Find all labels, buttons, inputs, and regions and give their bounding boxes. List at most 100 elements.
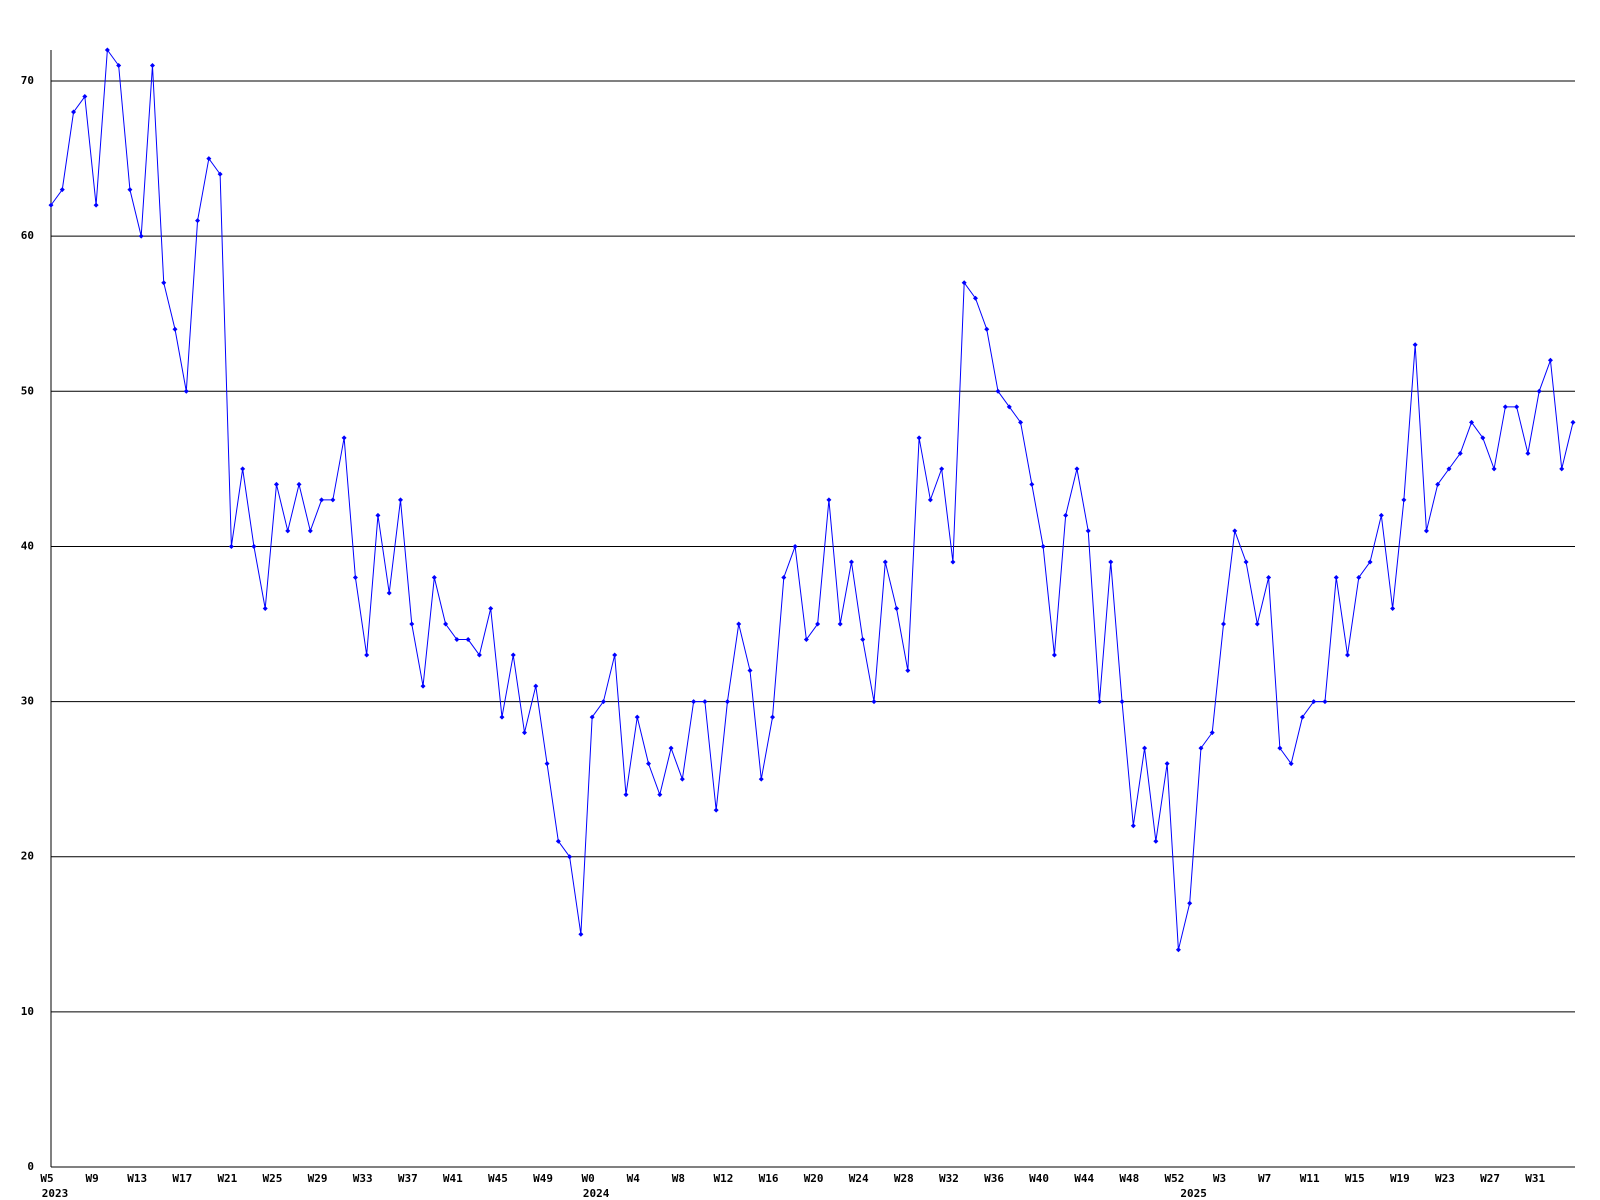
data-point	[702, 699, 708, 705]
data-point	[1446, 466, 1452, 472]
data-point	[240, 466, 246, 472]
x-tick-label: W23	[1435, 1172, 1455, 1185]
data-point	[319, 497, 325, 503]
data-point	[905, 668, 911, 674]
data-point	[296, 481, 302, 487]
data-point	[589, 714, 595, 720]
x-tick-label: W45	[488, 1172, 508, 1185]
data-point	[950, 559, 956, 565]
data-point	[848, 559, 854, 565]
x-tick-label: W27	[1480, 1172, 1500, 1185]
x-tick-label: W7	[1258, 1172, 1271, 1185]
x-tick-label: W52	[1164, 1172, 1184, 1185]
y-tick-label: 40	[21, 539, 34, 552]
data-point	[860, 637, 866, 643]
y-tick-label: 20	[21, 850, 34, 863]
x-tick-label: W25	[263, 1172, 283, 1185]
data-point	[59, 187, 65, 193]
data-point	[634, 714, 640, 720]
x-tick-label: W36	[984, 1172, 1004, 1185]
data-point	[1367, 559, 1373, 565]
data-point	[1074, 466, 1080, 472]
x-tick-label: W11	[1300, 1172, 1320, 1185]
data-point	[792, 543, 798, 549]
x-year-label: 2023	[42, 1187, 69, 1200]
data-point	[544, 761, 550, 767]
data-point	[183, 388, 189, 394]
data-point	[1469, 419, 1475, 425]
y-tick-label: 60	[21, 229, 34, 242]
data-point	[510, 652, 516, 658]
data-point	[961, 280, 967, 286]
data-point	[82, 94, 88, 100]
data-point	[871, 699, 877, 705]
data-point	[770, 714, 776, 720]
data-point	[668, 745, 674, 751]
data-point	[1299, 714, 1305, 720]
x-tick-label: W24	[849, 1172, 869, 1185]
data-point	[127, 187, 133, 193]
data-point	[364, 652, 370, 658]
data-point	[736, 621, 742, 627]
x-tick-label: W49	[533, 1172, 553, 1185]
data-point	[431, 574, 437, 580]
data-point	[1221, 621, 1227, 627]
data-point	[1130, 823, 1136, 829]
data-point	[1401, 497, 1407, 503]
data-point	[1423, 528, 1429, 534]
data-point	[894, 606, 900, 611]
data-point	[1390, 606, 1396, 611]
data-point	[1232, 528, 1238, 534]
data-point	[1378, 512, 1384, 518]
data-point	[1277, 745, 1283, 751]
data-point	[1243, 559, 1249, 565]
data-point	[149, 63, 155, 69]
data-point	[1559, 466, 1565, 472]
data-point	[815, 621, 821, 627]
data-point	[273, 481, 279, 487]
x-tick-label: W29	[308, 1172, 328, 1185]
x-tick-label: W17	[172, 1172, 192, 1185]
y-tick-label: 0	[27, 1160, 34, 1173]
data-point	[161, 280, 167, 286]
data-point	[600, 699, 606, 705]
data-point	[465, 637, 471, 643]
x-tick-label: W19	[1390, 1172, 1410, 1185]
data-point	[206, 156, 212, 162]
x-tick-label: W8	[672, 1172, 685, 1185]
x-tick-label: W41	[443, 1172, 463, 1185]
x-year-label: 2024	[583, 1187, 610, 1200]
data-point	[1502, 404, 1508, 410]
data-point	[1006, 404, 1012, 410]
data-point	[578, 931, 584, 937]
data-point	[375, 512, 381, 518]
x-tick-label: W12	[714, 1172, 734, 1185]
data-point	[1085, 528, 1091, 534]
data-point	[454, 637, 460, 643]
data-point	[420, 683, 426, 689]
data-point	[71, 109, 77, 115]
data-point	[262, 606, 268, 611]
data-point	[1570, 419, 1576, 425]
data-point	[1480, 435, 1486, 441]
data-point	[352, 574, 358, 580]
data-point	[1356, 574, 1362, 580]
data-point	[48, 202, 54, 208]
data-point	[228, 543, 234, 549]
data-point	[1536, 388, 1542, 394]
data-point	[104, 47, 110, 53]
x-tick-label: W31	[1525, 1172, 1545, 1185]
data-point	[1063, 512, 1069, 518]
x-tick-label: W37	[398, 1172, 418, 1185]
data-point	[567, 854, 573, 860]
x-tick-label: W3	[1213, 1172, 1226, 1185]
x-tick-label: W15	[1345, 1172, 1365, 1185]
data-point	[1288, 761, 1294, 767]
data-point	[1547, 357, 1553, 363]
y-tick-label: 10	[21, 1005, 34, 1018]
data-point	[499, 714, 505, 720]
data-point	[1514, 404, 1520, 410]
data-point	[251, 543, 257, 549]
data-point	[646, 761, 652, 767]
